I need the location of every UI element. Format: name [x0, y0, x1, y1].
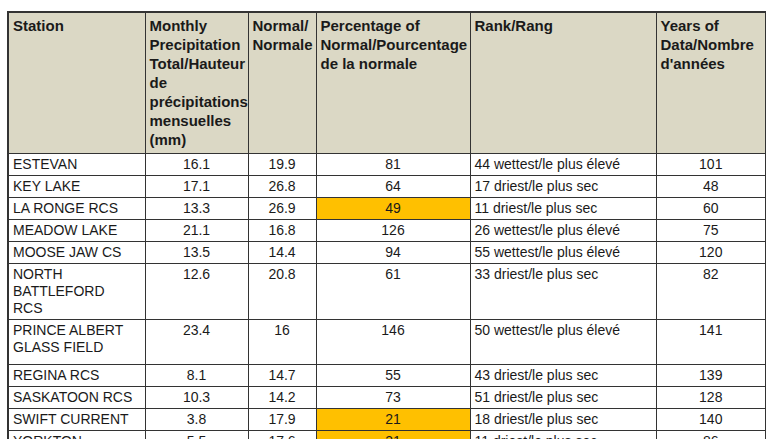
- cell-percentage: 94: [316, 241, 470, 263]
- column-header-rank: Rank/Rang: [470, 12, 656, 153]
- cell-rank: 43 driest/le plus sec: [470, 364, 656, 386]
- column-header-station: Station: [8, 12, 145, 153]
- cell-station: LA RONGE RCS: [8, 197, 145, 219]
- cell-percentage: 73: [316, 386, 470, 408]
- cell-percentage-highlighted: 21: [316, 408, 470, 430]
- precipitation-table: Station Monthly Precipitation Total/Haut…: [7, 11, 766, 439]
- cell-rank: 44 wettest/le plus élevé: [470, 153, 656, 175]
- cell-percentage: 64: [316, 175, 470, 197]
- cell-precip: 17.1: [145, 175, 248, 197]
- cell-normal: 26.8: [248, 175, 316, 197]
- table-body: ESTEVAN 16.1 19.9 81 44 wettest/le plus …: [8, 153, 766, 439]
- cell-precip: 12.6: [145, 263, 248, 319]
- cell-precip: 16.1: [145, 153, 248, 175]
- cell-years: 120: [656, 241, 766, 263]
- cell-station: ESTEVAN: [8, 153, 145, 175]
- cell-station: KEY LAKE: [8, 175, 145, 197]
- cell-station: MEADOW LAKE: [8, 219, 145, 241]
- cell-normal: 14.4: [248, 241, 316, 263]
- table-row: MOOSE JAW CS 13.5 14.4 94 55 wettest/le …: [8, 241, 766, 263]
- cell-rank: 17 driest/le plus sec: [470, 175, 656, 197]
- cell-years: 141: [656, 319, 766, 364]
- cell-precip: 8.1: [145, 364, 248, 386]
- cell-precip: 23.4: [145, 319, 248, 364]
- cell-precip: 5.5: [145, 430, 248, 439]
- cell-percentage: 126: [316, 219, 470, 241]
- cell-percentage: 61: [316, 263, 470, 319]
- cell-station: YORKTON: [8, 430, 145, 439]
- cell-percentage: 81: [316, 153, 470, 175]
- cell-rank: 51 driest/le plus sec: [470, 386, 656, 408]
- cell-normal: 16.8: [248, 219, 316, 241]
- cell-normal: 14.2: [248, 386, 316, 408]
- table-row: PRINCE ALBERT GLASS FIELD 23.4 16 146 50…: [8, 319, 766, 364]
- cell-years: 86: [656, 430, 766, 439]
- cell-years: 101: [656, 153, 766, 175]
- cell-normal: 16: [248, 319, 316, 364]
- table-row: MEADOW LAKE 21.1 16.8 126 26 wettest/le …: [8, 219, 766, 241]
- cell-years: 139: [656, 364, 766, 386]
- table-header: Station Monthly Precipitation Total/Haut…: [8, 12, 766, 153]
- cell-station: NORTH BATTLEFORD RCS: [8, 263, 145, 319]
- cell-precip: 13.5: [145, 241, 248, 263]
- cell-station: SWIFT CURRENT: [8, 408, 145, 430]
- cell-rank: 18 driest/le plus sec: [470, 408, 656, 430]
- cell-station: REGINA RCS: [8, 364, 145, 386]
- column-header-percentage: Percentage of Normal/Pourcentage de la n…: [316, 12, 470, 153]
- cell-years: 128: [656, 386, 766, 408]
- table-row: YORKTON 5.5 17.6 31 11 driest/le plus se…: [8, 430, 766, 439]
- table-row: REGINA RCS 8.1 14.7 55 43 driest/le plus…: [8, 364, 766, 386]
- table-row: KEY LAKE 17.1 26.8 64 17 driest/le plus …: [8, 175, 766, 197]
- table-row: SASKATOON RCS 10.3 14.2 73 51 driest/le …: [8, 386, 766, 408]
- cell-rank: 55 wettest/le plus élevé: [470, 241, 656, 263]
- cell-normal: 17.9: [248, 408, 316, 430]
- column-header-normal: Normal/ Normale: [248, 12, 316, 153]
- table-row: NORTH BATTLEFORD RCS 12.6 20.8 61 33 dri…: [8, 263, 766, 319]
- cell-normal: 20.8: [248, 263, 316, 319]
- cell-rank: 33 driest/le plus sec: [470, 263, 656, 319]
- cell-precip: 10.3: [145, 386, 248, 408]
- cell-precip: 21.1: [145, 219, 248, 241]
- column-header-years: Years of Data/Nombre d'années: [656, 12, 766, 153]
- page: Station Monthly Precipitation Total/Haut…: [0, 0, 766, 439]
- header-row: Station Monthly Precipitation Total/Haut…: [8, 12, 766, 153]
- cell-station: MOOSE JAW CS: [8, 241, 145, 263]
- cell-years: 48: [656, 175, 766, 197]
- cell-percentage-highlighted: 49: [316, 197, 470, 219]
- column-header-precipitation: Monthly Precipitation Total/Hauteur de p…: [145, 12, 248, 153]
- cell-percentage: 55: [316, 364, 470, 386]
- cell-rank: 26 wettest/le plus élevé: [470, 219, 656, 241]
- cell-normal: 19.9: [248, 153, 316, 175]
- cell-normal: 26.9: [248, 197, 316, 219]
- cell-station: PRINCE ALBERT GLASS FIELD: [8, 319, 145, 364]
- table-row: ESTEVAN 16.1 19.9 81 44 wettest/le plus …: [8, 153, 766, 175]
- cell-years: 140: [656, 408, 766, 430]
- cell-precip: 3.8: [145, 408, 248, 430]
- cell-rank: 11 driest/le plus sec: [470, 430, 656, 439]
- cell-years: 82: [656, 263, 766, 319]
- cell-percentage-highlighted: 31: [316, 430, 470, 439]
- cell-years: 75: [656, 219, 766, 241]
- cell-rank: 50 wettest/le plus élevé: [470, 319, 656, 364]
- cell-years: 60: [656, 197, 766, 219]
- table-row: SWIFT CURRENT 3.8 17.9 21 18 driest/le p…: [8, 408, 766, 430]
- cell-normal: 17.6: [248, 430, 316, 439]
- cell-station: SASKATOON RCS: [8, 386, 145, 408]
- cell-normal: 14.7: [248, 364, 316, 386]
- table-row: LA RONGE RCS 13.3 26.9 49 11 driest/le p…: [8, 197, 766, 219]
- cell-precip: 13.3: [145, 197, 248, 219]
- cell-percentage: 146: [316, 319, 470, 364]
- cell-rank: 11 driest/le plus sec: [470, 197, 656, 219]
